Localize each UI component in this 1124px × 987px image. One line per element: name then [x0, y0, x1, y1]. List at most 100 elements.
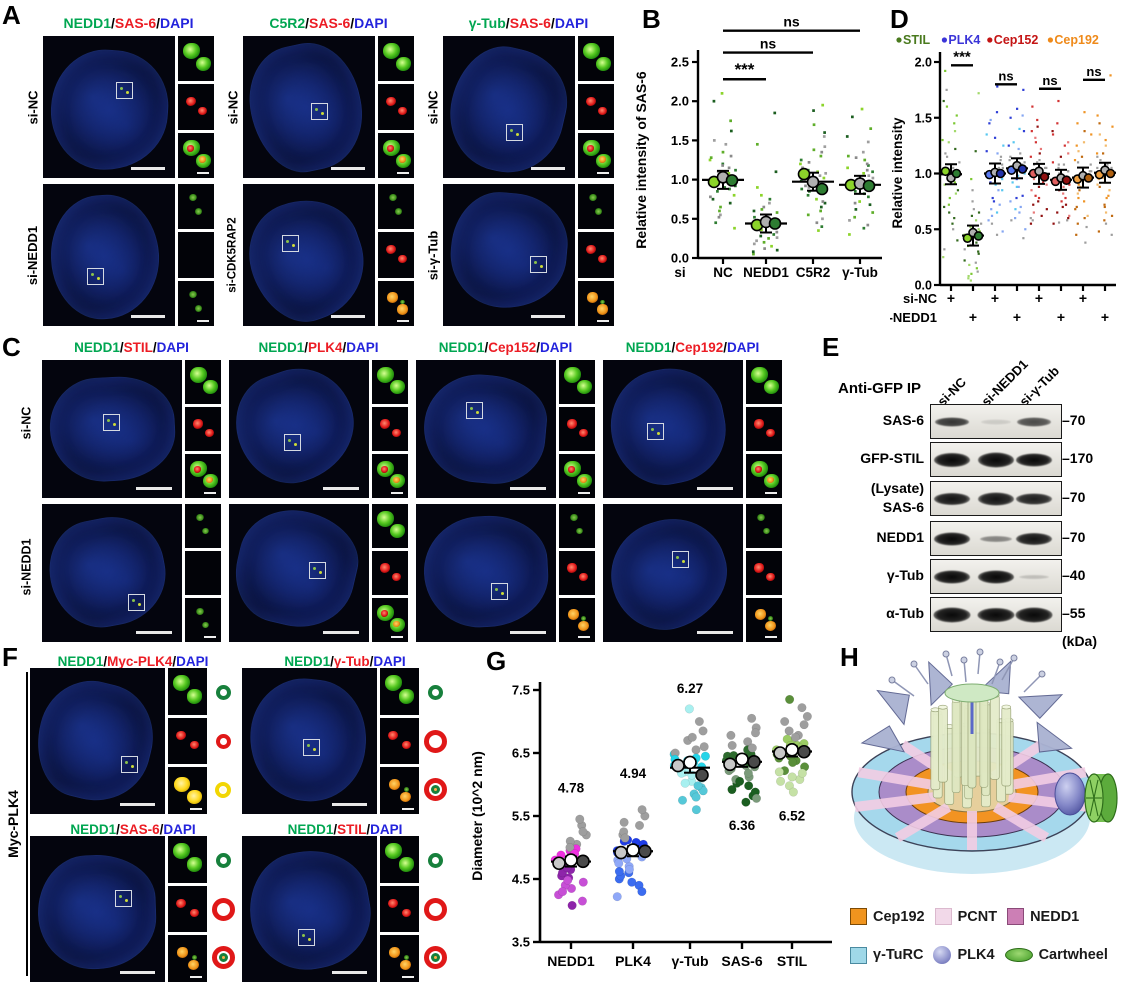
- protein-band: [978, 570, 1014, 583]
- centriole-dot: [469, 407, 473, 411]
- channel-header: NEDD1/STIL / DAPI: [242, 818, 448, 836]
- plk4-swatch-icon: [933, 946, 952, 964]
- micro-group: NEDD1/Myc-PLK4/DAPI: [30, 650, 236, 815]
- signal-blob: [192, 954, 198, 960]
- signal-blob: [386, 292, 398, 303]
- slash-separator: /: [156, 15, 161, 31]
- channel-label: Cep152: [488, 339, 537, 355]
- signal-blob: [187, 689, 203, 704]
- cell-image: [43, 36, 175, 178]
- replicate-means: [1028, 162, 1050, 185]
- svg-text:6.27: 6.27: [677, 681, 703, 696]
- nucleus-dapi: [243, 184, 375, 326]
- signal-blob: [751, 367, 769, 383]
- signal-blob: [387, 145, 395, 152]
- blot-row-label: α-Tub: [886, 604, 924, 621]
- ring-cell: [210, 765, 236, 814]
- protein-band: [978, 492, 1014, 505]
- inset-scale-bar: [402, 976, 415, 979]
- signal-blob: [189, 909, 199, 918]
- roi-box: [309, 562, 327, 580]
- blot-row-label: NEDD1: [876, 528, 924, 545]
- kda-marker: –70: [1062, 528, 1086, 545]
- signal-blob: [581, 616, 587, 622]
- inset-image: [379, 885, 420, 933]
- diameter-scatter-plot: 3.5 4.5 5.5 6.5 7.5 Diameter (10^2 nm) NEDD1 4.…: [469, 681, 832, 969]
- legend-row: Cep192 PCNT NEDD1: [850, 908, 1079, 925]
- ring-red-green-icon: [423, 946, 447, 970]
- inset-column: [746, 504, 782, 642]
- centriole-dot: [313, 567, 317, 571]
- centriole-dot: [97, 276, 101, 280]
- ring-lg-red-icon: [423, 897, 447, 921]
- blot-row-label: SAS-6: [882, 498, 924, 515]
- cell-image: [243, 184, 375, 326]
- channel-label: DAPI: [554, 15, 589, 31]
- row-label: si-NC: [425, 90, 441, 124]
- inset-image: [559, 551, 595, 595]
- scale-bar: [119, 971, 155, 974]
- svg-text:si-NC: si-NC: [903, 291, 938, 306]
- centriole-dot: [124, 761, 128, 765]
- scale-bar: [131, 167, 165, 170]
- signal-blob: [176, 898, 187, 909]
- centriole-dot: [682, 559, 686, 563]
- panel-a-microscopy: A NEDD1/SAS-6/DAPI si-NC si-NEDD1 C5R2/SAS-…: [0, 0, 630, 332]
- channel-label: DAPI: [373, 653, 406, 669]
- signal-blob: [188, 290, 197, 299]
- signal-blob: [194, 208, 202, 216]
- channel-header: NEDD1/SAS-6/DAPI: [43, 12, 214, 30]
- roi-box: [465, 402, 483, 420]
- cell-image: [242, 836, 377, 982]
- ring-cell: [422, 933, 448, 982]
- scale-bar: [331, 315, 365, 318]
- centriole-dot: [515, 133, 519, 137]
- svg-text:Cep192: Cep192: [1054, 33, 1099, 47]
- channel-label: STIL: [123, 339, 153, 355]
- inset-image: [378, 84, 414, 130]
- slash-separator: /: [103, 653, 108, 669]
- inset-image: [746, 360, 782, 404]
- protein-band: [1016, 532, 1052, 545]
- cell-image: [229, 504, 369, 642]
- inset-column: [379, 668, 420, 815]
- ip-title: Anti-GFP IP: [838, 380, 922, 397]
- replicate-means: [984, 162, 1006, 185]
- scale-bar: [510, 487, 546, 490]
- nucleus-dapi: [603, 505, 741, 642]
- signal-blob: [377, 511, 395, 527]
- slash-separator: /: [536, 339, 541, 355]
- inset-column: [378, 184, 414, 326]
- ring-cell: [422, 668, 448, 717]
- ring-lg-red-icon: [423, 729, 447, 753]
- signal-blob: [598, 156, 606, 163]
- distal-pins: [888, 648, 1046, 697]
- signal-blob: [389, 779, 401, 790]
- signal-blob: [766, 476, 774, 484]
- nucleus-dapi: [229, 504, 369, 639]
- inset-column: [372, 504, 408, 642]
- scale-bar: [510, 631, 546, 634]
- inset-image: [378, 232, 414, 278]
- signal-blob: [188, 193, 197, 202]
- centriole-dot: [656, 431, 660, 435]
- row-label-cell: si-NC: [226, 36, 241, 178]
- inset-image: [559, 407, 595, 451]
- signal-blob: [176, 730, 187, 741]
- inset-image: [378, 132, 414, 178]
- legend-item: Cartwheel: [1004, 947, 1108, 963]
- signal-blob: [389, 947, 401, 958]
- cell-image: [30, 668, 165, 814]
- signal-blob: [598, 106, 608, 116]
- slash-separator: /: [330, 653, 334, 669]
- micro-group: NEDD1/STIL / DAPI: [242, 818, 448, 983]
- svg-text:6.5: 6.5: [512, 746, 530, 761]
- row-label-cell: si-NC: [425, 36, 441, 178]
- signal-blob: [768, 616, 774, 622]
- slash-separator: /: [342, 339, 347, 355]
- ring-sm-red-icon: [215, 733, 231, 749]
- inset-column: [178, 36, 214, 178]
- nucleus-dapi: [419, 369, 551, 488]
- inset-column: [559, 504, 595, 642]
- channel-label: DAPI: [540, 339, 573, 355]
